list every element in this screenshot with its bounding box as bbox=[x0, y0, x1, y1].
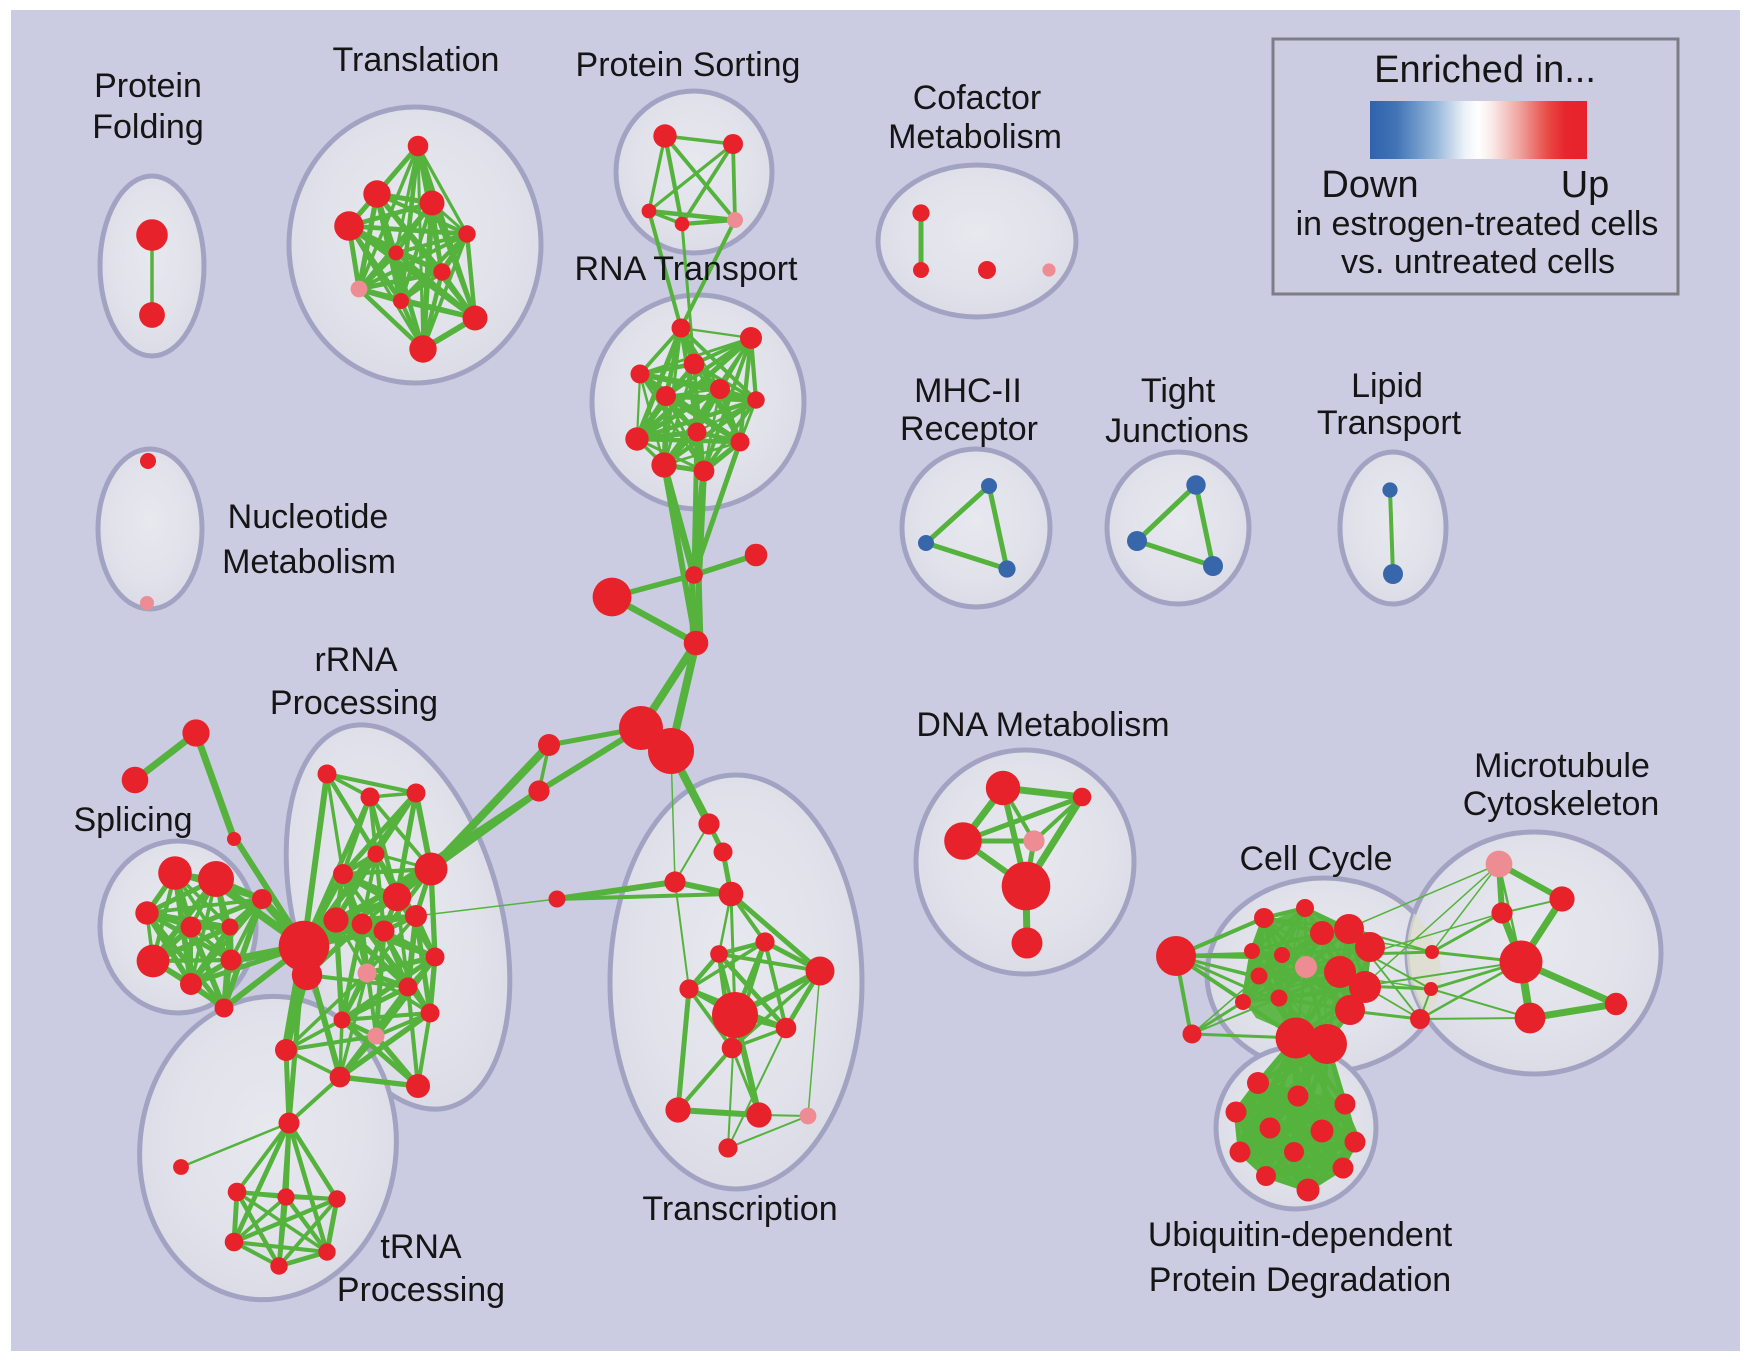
svg-text:rRNA: rRNA bbox=[314, 641, 397, 679]
svg-text:Cell Cycle: Cell Cycle bbox=[1239, 840, 1392, 878]
svg-text:Metabolism: Metabolism bbox=[888, 118, 1062, 156]
svg-text:Translation: Translation bbox=[333, 41, 500, 79]
svg-text:Nucleotide: Nucleotide bbox=[228, 498, 389, 536]
svg-text:Junctions: Junctions bbox=[1105, 412, 1249, 450]
svg-text:Protein Sorting: Protein Sorting bbox=[576, 46, 801, 84]
svg-text:RNA Transport: RNA Transport bbox=[575, 250, 799, 288]
svg-text:Processing: Processing bbox=[337, 1271, 505, 1309]
svg-text:Cytoskeleton: Cytoskeleton bbox=[1463, 785, 1660, 823]
svg-text:Down: Down bbox=[1321, 164, 1418, 206]
svg-text:Tight: Tight bbox=[1141, 372, 1216, 410]
svg-text:Lipid: Lipid bbox=[1351, 367, 1423, 405]
svg-text:Processing: Processing bbox=[270, 684, 438, 722]
svg-text:Ubiquitin-dependent: Ubiquitin-dependent bbox=[1148, 1216, 1453, 1254]
svg-text:Transcription: Transcription bbox=[642, 1190, 837, 1228]
svg-text:Folding: Folding bbox=[92, 108, 204, 146]
svg-text:Microtubule: Microtubule bbox=[1474, 747, 1650, 785]
svg-text:MHC-II: MHC-II bbox=[914, 372, 1022, 410]
svg-text:in estrogen-treated cells: in estrogen-treated cells bbox=[1296, 205, 1659, 243]
svg-text:Enriched in...: Enriched in... bbox=[1374, 49, 1596, 91]
svg-text:Protein: Protein bbox=[94, 67, 202, 105]
svg-text:DNA Metabolism: DNA Metabolism bbox=[916, 706, 1169, 744]
svg-text:Up: Up bbox=[1561, 164, 1610, 206]
svg-text:Metabolism: Metabolism bbox=[222, 543, 396, 581]
svg-text:Receptor: Receptor bbox=[900, 410, 1038, 448]
svg-text:Protein Degradation: Protein Degradation bbox=[1149, 1261, 1451, 1299]
svg-text:Transport: Transport bbox=[1317, 404, 1462, 442]
svg-text:Cofactor: Cofactor bbox=[913, 79, 1042, 117]
svg-text:Splicing: Splicing bbox=[73, 801, 192, 839]
svg-text:vs. untreated cells: vs. untreated cells bbox=[1341, 243, 1615, 281]
svg-text:tRNA: tRNA bbox=[380, 1228, 462, 1266]
